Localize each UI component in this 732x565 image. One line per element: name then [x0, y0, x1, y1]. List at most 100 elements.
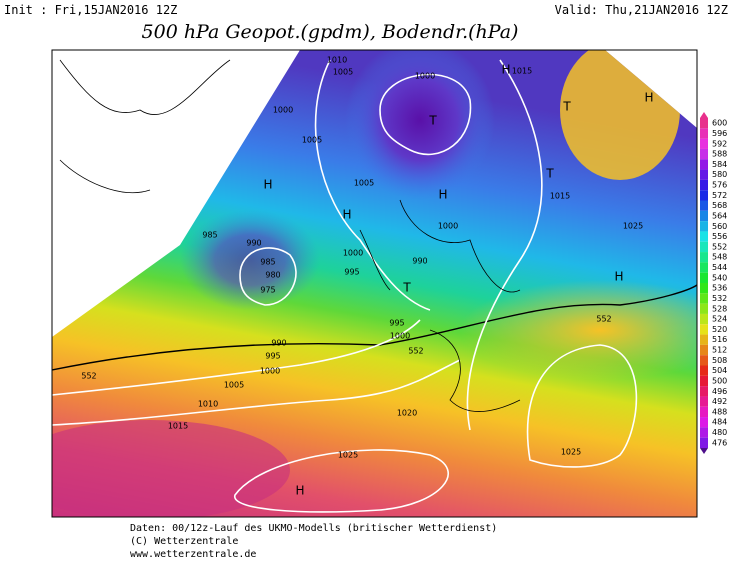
colorbar-swatch: [700, 272, 708, 283]
colorbar-label: 564: [712, 211, 727, 220]
colorbar-swatch: [700, 344, 708, 356]
colorbar-swatch: [700, 283, 708, 294]
colorbar-swatch: [700, 437, 708, 448]
isobar-label: 975: [260, 286, 275, 295]
pressure-center: T: [545, 167, 554, 181]
colorbar-label: 584: [712, 160, 727, 169]
colorbar-swatch: [700, 417, 708, 428]
map-title: 500 hPa Geopot.(gpdm), Bodendr.(hPa): [142, 21, 519, 43]
colorbar-swatch: [700, 210, 708, 222]
isobar-label: 985: [202, 231, 217, 240]
isobar-label: 1020: [397, 409, 417, 418]
colorbar-swatch: [700, 303, 708, 314]
isobar-label: 1005: [333, 68, 353, 77]
pressure-center: T: [402, 281, 411, 295]
isobar-label: 990: [246, 239, 261, 248]
colorbar-label: 560: [712, 222, 727, 231]
isobar-label: 1010: [198, 400, 218, 409]
isobar-label: 1000: [273, 106, 293, 115]
colorbar-swatch: [700, 148, 708, 160]
isobar-label: 1015: [512, 67, 532, 76]
colorbar-label: 528: [712, 304, 727, 313]
isobar-label: 995: [389, 319, 404, 328]
colorbar-label: 532: [712, 294, 727, 303]
colorbar-swatch: [700, 324, 708, 335]
isobar-label: 1015: [168, 422, 188, 431]
pressure-center: T: [428, 114, 437, 128]
colorbar-label: 508: [712, 356, 727, 365]
isobar-label: 990: [412, 257, 427, 266]
coastline: [59, 59, 231, 194]
colorbar-swatch: [700, 128, 708, 139]
colorbar-label: 524: [712, 315, 727, 324]
colorbar-label: 504: [712, 366, 727, 375]
isobar-label: 1025: [623, 222, 643, 231]
colorbar-swatch: [700, 365, 708, 376]
isobar-label: 1015: [550, 192, 570, 201]
colorbar-swatch: [700, 313, 708, 325]
pressure-center: H: [342, 208, 351, 222]
colorbar-swatch: [700, 241, 708, 253]
colorbar-label: 596: [712, 129, 727, 138]
isobar-label: 995: [344, 268, 359, 277]
low-core: [180, 210, 320, 310]
isobar-label: 1000: [438, 222, 458, 231]
isobar-label: 1025: [338, 451, 358, 460]
isobar-label: 1005: [224, 381, 244, 390]
footer-line: (C) Wetterzentrale: [130, 536, 238, 547]
colorbar-label: 484: [712, 418, 727, 427]
colorbar-label: 476: [712, 438, 727, 447]
colorbar-label: 576: [712, 181, 727, 190]
colorbar-label: 556: [712, 232, 727, 241]
isobar-label: 1010: [327, 56, 347, 65]
isobar-label: 552: [81, 372, 96, 381]
isobar-label: 1000: [415, 72, 435, 81]
colorbar-label: 512: [712, 346, 727, 355]
colorbar-swatch: [700, 118, 708, 129]
isobar-label: 1005: [354, 179, 374, 188]
colorbar-swatch: [700, 221, 708, 232]
isobar: [52, 359, 461, 426]
isobar-label: 1005: [302, 136, 322, 145]
isobar-label: 1000: [260, 367, 280, 376]
isobar-label: 985: [260, 258, 275, 267]
colorbar-label: 580: [712, 170, 727, 179]
colorbar-label: 516: [712, 335, 727, 344]
isobar: [466, 59, 543, 431]
pressure-center: H: [438, 188, 447, 202]
isobar-label: 990: [271, 339, 286, 348]
colorbar-arrow: [700, 448, 708, 454]
map-frame: [51, 49, 698, 518]
ridge: [560, 50, 680, 180]
isobar: [234, 449, 449, 513]
colorbar-label: 544: [712, 263, 727, 272]
colorbar-swatch: [700, 293, 708, 304]
ridge: [460, 280, 697, 380]
colorbar-swatch: [700, 159, 708, 170]
colorbar-label: 540: [712, 273, 727, 282]
isobar-label: 552: [596, 315, 611, 324]
isobar-label: 1000: [390, 332, 410, 341]
colorbar-swatch: [700, 200, 708, 211]
colorbar-label: 500: [712, 376, 727, 385]
colorbar-swatch: [700, 262, 708, 273]
colorbar-label: 536: [712, 284, 727, 293]
colorbar-swatch: [700, 427, 708, 438]
colorbar-label: 600: [712, 119, 727, 128]
colorbar-label: 488: [712, 407, 727, 416]
init-time: Init : Fri,15JAN2016 12Z: [4, 3, 177, 17]
isobar: [314, 59, 431, 311]
colorbar-swatch: [700, 169, 708, 180]
valid-time: Valid: Thu,21JAN2016 12Z: [555, 3, 728, 17]
pressure-center: H: [295, 484, 304, 498]
colorbar-label: 492: [712, 397, 727, 406]
colorbar-swatch: [700, 375, 708, 387]
colorbar-swatch: [700, 190, 708, 201]
colorbar-label: 572: [712, 191, 727, 200]
pressure-center: H: [644, 91, 653, 105]
colorbar-label: 496: [712, 387, 727, 396]
isobar-label: 1000: [343, 249, 363, 258]
isobar-label: 995: [265, 352, 280, 361]
